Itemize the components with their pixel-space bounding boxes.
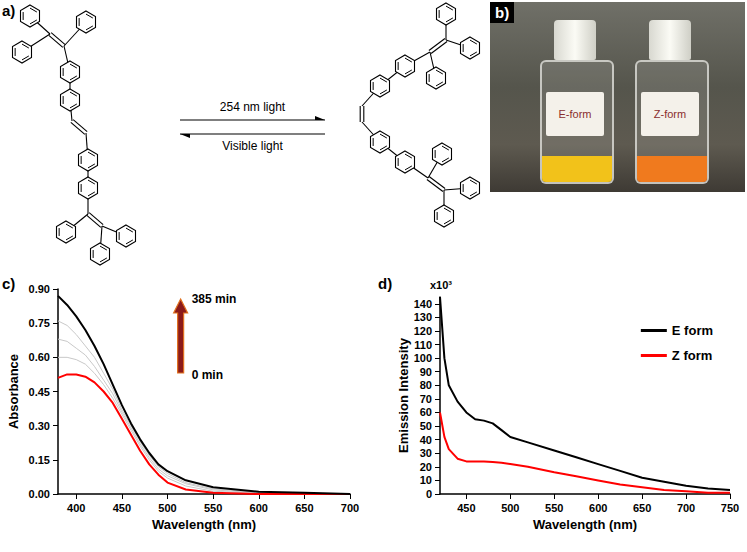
svg-text:700: 700 [341,502,359,514]
svg-text:0.00: 0.00 [29,488,50,500]
svg-text:Emission Intensity: Emission Intensity [396,337,411,453]
svg-text:0.30: 0.30 [29,420,50,432]
svg-text:70: 70 [420,393,432,405]
svg-text:500: 500 [158,502,176,514]
svg-text:10: 10 [420,474,432,486]
html-text:Z-form: Z-form [653,108,687,120]
svg-text:0.90: 0.90 [29,283,50,295]
svg-text:30: 30 [420,447,432,459]
svg-text:130: 130 [414,311,432,323]
svg-text:550: 550 [545,502,563,514]
svg-text:80: 80 [420,379,432,391]
html-text:b): b) [495,4,510,21]
svg-text:Z form: Z form [672,348,712,363]
svg-text:Wavelength (nm): Wavelength (nm) [533,517,637,532]
svg-text:650: 650 [295,502,313,514]
svg-text:700: 700 [677,502,695,514]
svg-text:100: 100 [414,352,432,364]
svg-text:40: 40 [420,434,432,446]
svg-text:0.75: 0.75 [29,317,50,329]
svg-text:Wavelength (nm): Wavelength (nm) [152,517,256,532]
svg-text:450: 450 [457,502,475,514]
html-text:d): d) [378,275,393,292]
svg-text:0 min: 0 min [192,368,223,382]
svg-text:600: 600 [589,502,607,514]
svg-text:0.60: 0.60 [29,351,50,363]
svg-text:400: 400 [67,502,85,514]
svg-text:E form: E form [672,323,713,338]
svg-text:60: 60 [420,406,432,418]
svg-text:650: 650 [633,502,651,514]
svg-text:x10³: x10³ [430,279,452,291]
svg-text:140: 140 [414,298,432,310]
svg-text:20: 20 [420,461,432,473]
svg-text:450: 450 [113,502,131,514]
html-text:Visible light: Visible light [222,139,283,153]
svg-text:120: 120 [414,325,432,337]
svg-text:750: 750 [721,502,739,514]
svg-text:0.45: 0.45 [29,386,50,398]
html-text:c): c) [2,275,16,292]
svg-text:550: 550 [204,502,222,514]
html-text:a): a) [2,2,16,19]
svg-text:110: 110 [414,339,432,351]
svg-text:Absorbance: Absorbance [6,354,21,429]
html-text:E-form: E-form [558,108,592,120]
svg-text:385 min: 385 min [192,292,237,306]
svg-text:0.15: 0.15 [29,454,50,466]
svg-text:0: 0 [426,488,432,500]
html-text:254 nm light: 254 nm light [219,100,286,114]
svg-text:50: 50 [420,420,432,432]
svg-text:500: 500 [501,502,519,514]
svg-text:90: 90 [420,366,432,378]
svg-text:600: 600 [250,502,268,514]
